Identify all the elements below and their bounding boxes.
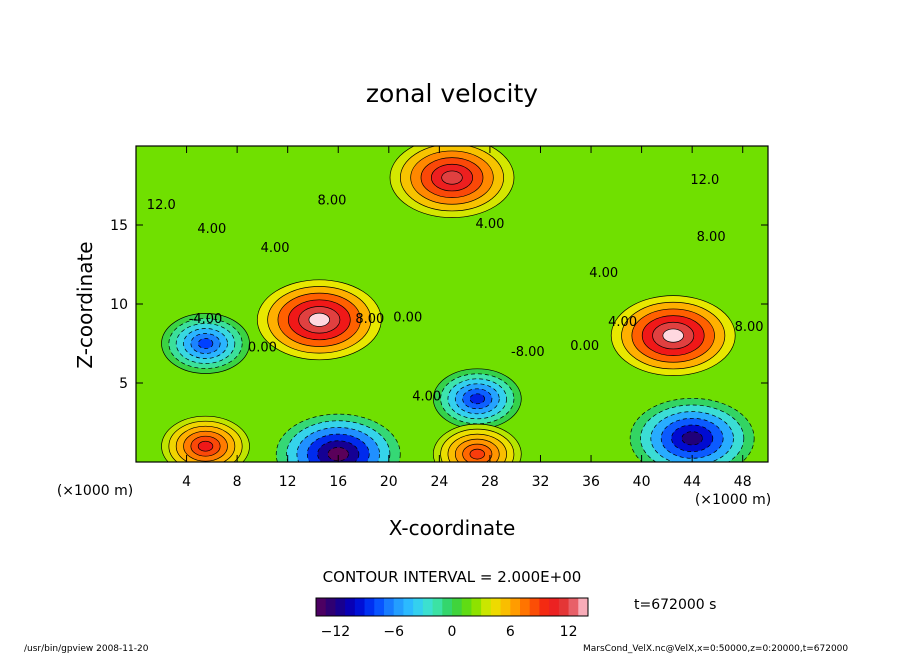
colorbar: −12 −6 0 6 12: [315, 597, 589, 640]
field-feature: [389, 146, 515, 218]
colorbar-cell: [325, 598, 336, 616]
time-label: t=672000 s: [634, 597, 716, 613]
field-feature: [275, 413, 401, 462]
contour-label: 8.00: [697, 230, 726, 245]
y-tick-label: 15: [110, 218, 128, 234]
x-tick-label: 20: [380, 474, 398, 490]
colorbar-cell: [432, 598, 443, 616]
colorbar-cell: [422, 598, 434, 616]
colorbar-cell: [393, 598, 404, 616]
contour-label: 4.00: [197, 222, 226, 237]
contour-label: 4.00: [475, 217, 504, 232]
colorbar-cell: [345, 598, 356, 616]
field-feature: [629, 397, 755, 462]
field-feature: [161, 415, 250, 462]
footer-left: /usr/bin/gpview 2008-11-20: [24, 644, 149, 654]
colorbar-cell: [510, 598, 521, 616]
x-axis-label: X-coordinate: [389, 516, 516, 540]
colorbar-tick-label: −12: [321, 624, 351, 640]
contour-label: 8.00: [355, 312, 384, 327]
contour-label: -4.00: [189, 312, 223, 327]
x-tick-label: 8: [233, 474, 242, 490]
contour-label: 4.00: [608, 315, 637, 330]
colorbar-cell: [520, 598, 531, 616]
contour-label: 4.00: [412, 389, 441, 404]
footer-right: MarsCond_VelX.nc@VelX,x=0:50000,z=0:2000…: [583, 644, 848, 654]
contour-label: 0.00: [570, 339, 599, 354]
contour-label: 12.0: [690, 173, 719, 188]
contour-label: 0.00: [248, 340, 277, 355]
colorbar-cell: [461, 598, 472, 616]
colorbar-cell: [442, 598, 453, 616]
colorbar-cell: [316, 598, 327, 616]
contour-interval: CONTOUR INTERVAL = 2.000E+00: [323, 568, 582, 586]
y-tick-label: 5: [119, 376, 128, 392]
colorbar-cell: [558, 598, 570, 616]
colorbar-cell: [568, 598, 579, 616]
contour-label: 4.00: [589, 266, 618, 281]
x-tick-label: 12: [279, 474, 297, 490]
colorbar-cell: [529, 598, 540, 616]
colorbar-cell: [539, 598, 550, 616]
field-feature: [161, 313, 250, 374]
x-unit-label: (×1000 m): [695, 492, 771, 508]
colorbar-cell: [384, 598, 395, 616]
x-tick-label: 32: [532, 474, 550, 490]
contour-label: 8.00: [735, 320, 764, 335]
contour-label: 4.00: [261, 241, 290, 256]
contour-label: 8.00: [317, 193, 346, 208]
x-tick-label: 36: [582, 474, 600, 490]
field-feature: [432, 423, 522, 462]
field-feature: [432, 368, 522, 430]
colorbar-cell: [452, 598, 463, 616]
colorbar-cell: [354, 598, 366, 616]
colorbar-cell: [578, 598, 589, 616]
colorbar-cell: [481, 598, 492, 616]
contour-label: 0.00: [393, 310, 422, 325]
colorbar-cell: [403, 598, 414, 616]
field-feature: [610, 295, 736, 376]
colorbar-cell: [549, 598, 560, 616]
colorbar-tick-label: −6: [383, 624, 404, 640]
field-feature: [256, 279, 382, 361]
x-tick-label: 40: [633, 474, 651, 490]
x-tick-label: 4: [182, 474, 191, 490]
x-tick-label: 16: [329, 474, 347, 490]
colorbar-cell: [335, 598, 346, 616]
colorbar-cell: [364, 598, 375, 616]
colorbar-frame: [315, 597, 589, 617]
x-tick-label: 28: [481, 474, 499, 490]
chart-title: zonal velocity: [366, 79, 538, 108]
contour-label: 12.0: [147, 198, 176, 213]
colorbar-cell: [500, 598, 511, 616]
colorbar-cell: [374, 598, 385, 616]
colorbar-tick-label: 6: [506, 624, 515, 640]
colorbar-cell: [413, 598, 424, 616]
colorbar-cell: [490, 598, 502, 616]
colorbar-cell: [471, 598, 482, 616]
x-tick-label: 24: [430, 474, 448, 490]
y-tick-label: 10: [110, 297, 128, 313]
y-axis-label: Z-coordinate: [73, 241, 97, 368]
x-tick-label: 48: [734, 474, 752, 490]
contour-label: -8.00: [511, 345, 545, 360]
y-unit-label: (×1000 m): [57, 483, 133, 499]
colorbar-tick-label: 0: [448, 624, 457, 640]
colorbar-tick-label: 12: [560, 624, 578, 640]
plot-area: 12.0 8.00 12.0 4.00 4.00 8.00 4.00 4.00 -4.00 0.0…: [110, 145, 769, 490]
x-tick-label: 44: [683, 474, 701, 490]
